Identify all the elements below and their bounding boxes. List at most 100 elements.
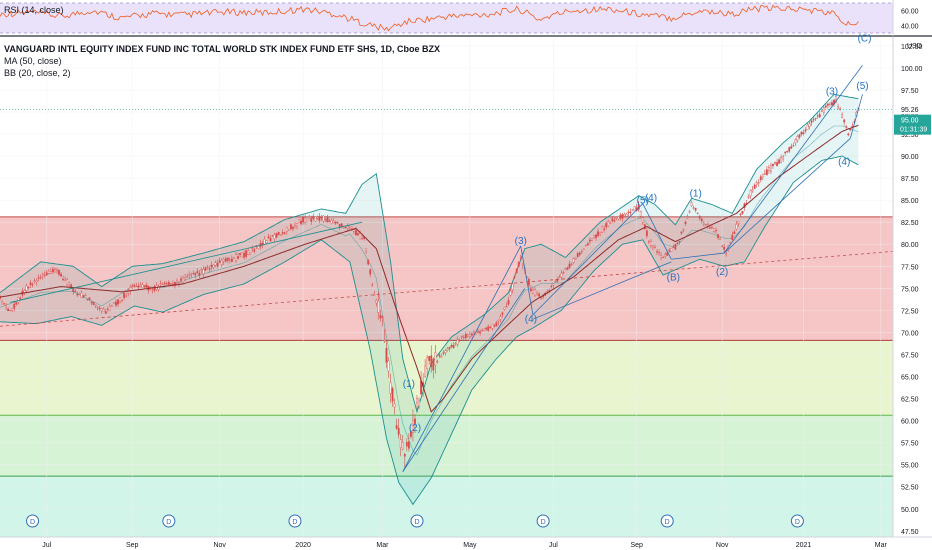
candle-body[interactable] <box>208 268 211 270</box>
candle-body[interactable] <box>127 290 130 294</box>
candle-body[interactable] <box>759 176 762 180</box>
candle-body[interactable] <box>169 283 172 285</box>
candle-body[interactable] <box>176 280 178 283</box>
candle-body[interactable] <box>464 333 467 338</box>
candle-body[interactable] <box>715 230 717 232</box>
candle-body[interactable] <box>123 293 125 298</box>
candle-body[interactable] <box>837 106 839 109</box>
candle-body[interactable] <box>241 252 243 258</box>
candle-body[interactable] <box>263 239 266 245</box>
candle-body[interactable] <box>792 145 795 147</box>
candle-body[interactable] <box>247 250 250 255</box>
candle-body[interactable] <box>501 312 504 315</box>
candle-body[interactable] <box>538 293 540 297</box>
candle-body[interactable] <box>719 238 721 240</box>
candle-body[interactable] <box>102 308 105 312</box>
candle-body[interactable] <box>35 280 38 283</box>
candle-body[interactable] <box>117 299 119 305</box>
candle-body[interactable] <box>224 258 227 262</box>
candle-body[interactable] <box>145 284 148 288</box>
candle-body[interactable] <box>285 226 288 232</box>
candle-body[interactable] <box>664 254 667 257</box>
candle-body[interactable] <box>507 300 510 305</box>
candle-body[interactable] <box>153 286 156 291</box>
candle-body[interactable] <box>466 334 469 337</box>
candle-body[interactable] <box>267 236 270 239</box>
candle-body[interactable] <box>609 222 612 224</box>
candle-body[interactable] <box>812 119 815 121</box>
candle-body[interactable] <box>814 117 817 119</box>
long-trend-line[interactable] <box>0 250 894 327</box>
candle-body[interactable] <box>43 274 46 276</box>
candle-body[interactable] <box>477 331 479 333</box>
candle-body[interactable] <box>198 272 201 277</box>
candle-body[interactable] <box>827 103 829 106</box>
candle-body[interactable] <box>798 134 801 138</box>
candle-body[interactable] <box>804 129 807 132</box>
candle-body[interactable] <box>788 147 791 152</box>
candle-body[interactable] <box>312 215 315 219</box>
candle-body[interactable] <box>694 208 697 211</box>
candle-body[interactable] <box>493 325 496 327</box>
candle-body[interactable] <box>15 302 18 305</box>
candle-body[interactable] <box>800 131 803 135</box>
candle-body[interactable] <box>666 252 669 256</box>
candle-body[interactable] <box>560 273 563 278</box>
candle-body[interactable] <box>294 225 296 227</box>
candle-body[interactable] <box>786 151 789 153</box>
candle-body[interactable] <box>639 211 642 217</box>
candle-body[interactable] <box>243 252 246 258</box>
candle-body[interactable] <box>772 163 774 166</box>
candle-body[interactable] <box>383 340 386 342</box>
candle-body[interactable] <box>281 232 284 234</box>
candle-body[interactable] <box>737 221 740 224</box>
candle-body[interactable] <box>753 184 756 189</box>
candle-body[interactable] <box>483 328 486 332</box>
candle-body[interactable] <box>548 290 551 292</box>
candle-body[interactable] <box>841 114 844 118</box>
candle-body[interactable] <box>558 276 561 278</box>
candle-body[interactable] <box>68 282 71 285</box>
candle-body[interactable] <box>310 218 313 222</box>
candle-body[interactable] <box>265 240 268 243</box>
candle-body[interactable] <box>279 234 282 236</box>
candle-body[interactable] <box>7 308 10 312</box>
candle-body[interactable] <box>749 190 752 196</box>
candle-body[interactable] <box>332 220 335 223</box>
candle-body[interactable] <box>17 296 20 303</box>
candle-body[interactable] <box>485 327 488 330</box>
candle-body[interactable] <box>218 260 221 263</box>
candle-body[interactable] <box>296 223 298 227</box>
candle-body[interactable] <box>574 257 577 260</box>
candle-body[interactable] <box>314 216 317 222</box>
candle-body[interactable] <box>387 360 390 372</box>
candle-body[interactable] <box>452 345 455 348</box>
candle-body[interactable] <box>741 211 744 214</box>
candle-body[interactable] <box>761 173 764 178</box>
candle-body[interactable] <box>88 297 91 300</box>
wave-label[interactable]: (B) <box>667 272 680 283</box>
wave-line-1[interactable] <box>402 245 522 472</box>
candle-body[interactable] <box>196 271 199 273</box>
candle-body[interactable] <box>320 216 323 219</box>
candle-body[interactable] <box>650 241 652 246</box>
bb-legend[interactable]: BB (20, close, 2) <box>4 68 71 78</box>
candle-body[interactable] <box>359 232 361 240</box>
candle-body[interactable] <box>100 308 103 311</box>
candle-body[interactable] <box>432 358 435 371</box>
candle-body[interactable] <box>822 107 825 113</box>
candle-body[interactable] <box>709 227 711 229</box>
candle-body[interactable] <box>190 274 193 276</box>
candle-body[interactable] <box>810 120 813 123</box>
wave-label[interactable]: (3) <box>515 236 527 247</box>
candle-body[interactable] <box>717 234 719 238</box>
candle-body[interactable] <box>228 259 231 261</box>
candle-body[interactable] <box>468 333 471 337</box>
candle-body[interactable] <box>550 285 553 287</box>
candle-body[interactable] <box>27 287 30 289</box>
candle-body[interactable] <box>629 211 632 213</box>
candle-body[interactable] <box>739 213 742 215</box>
candle-body[interactable] <box>84 295 87 297</box>
candle-body[interactable] <box>829 102 831 105</box>
dividend-marker[interactable] <box>536 514 550 528</box>
